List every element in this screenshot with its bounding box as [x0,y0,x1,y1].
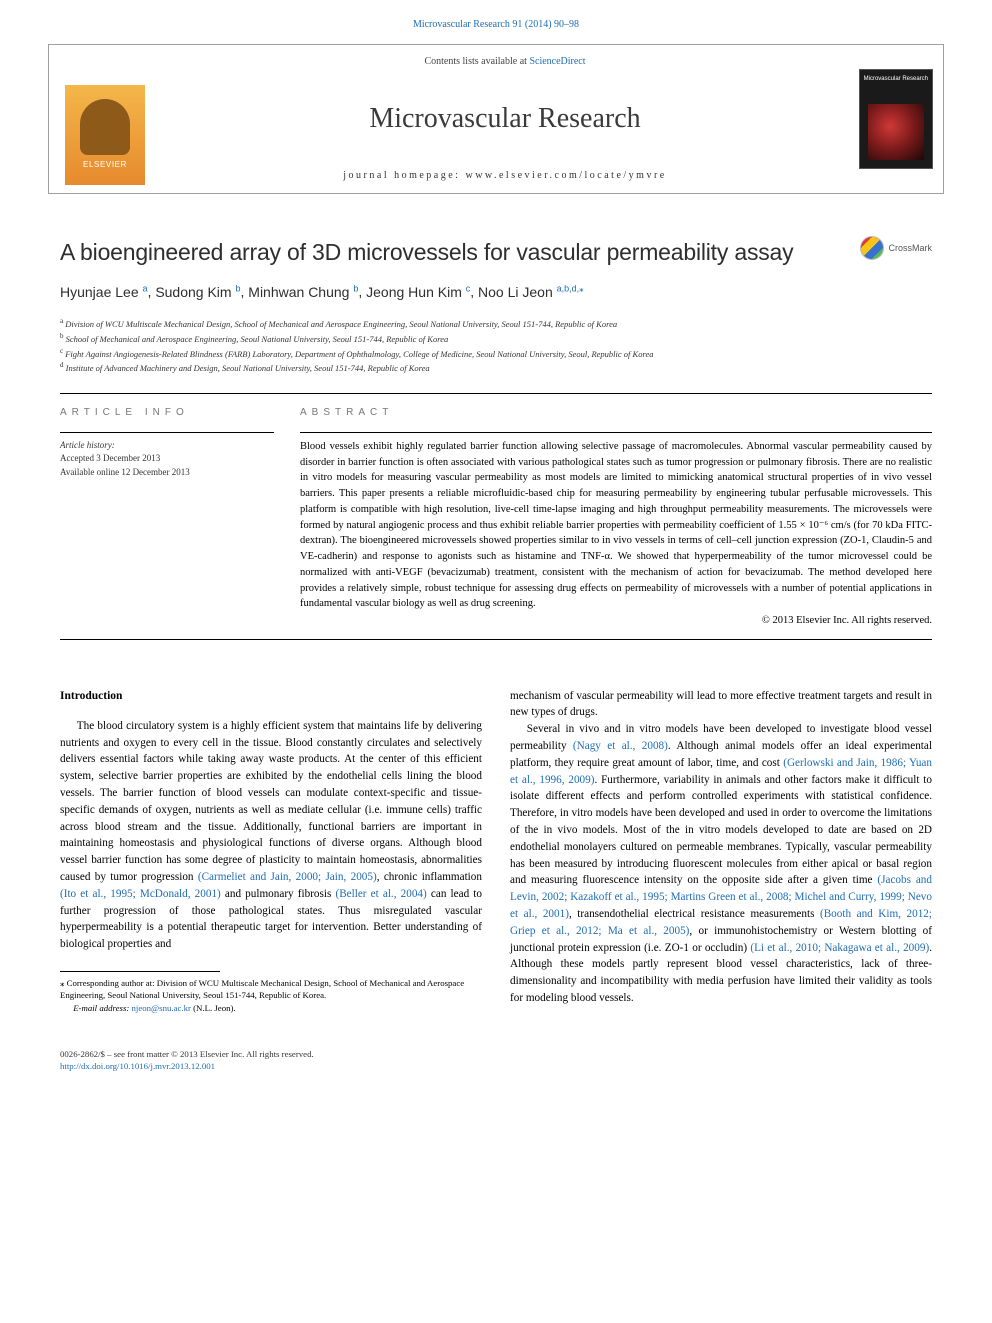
affiliation: b School of Mechanical and Aerospace Eng… [60,331,932,346]
article-title: A bioengineered array of 3D microvessels… [60,236,793,268]
crossmark-badge[interactable]: CrossMark [860,236,932,260]
affiliation: a Division of WCU Multiscale Mechanical … [60,316,932,331]
cover-title: Microvascular Research [864,76,928,83]
running-head-citation: 91 (2014) 90–98 [512,19,579,30]
contents-available: Contents lists available at ScienceDirec… [424,55,585,69]
cover-image: Microvascular Research [859,69,933,169]
body-paragraph: The blood circulatory system is a highly… [60,718,482,953]
cover-artwork [868,104,924,160]
abstract-heading: ABSTRACT [300,406,932,420]
doi-link[interactable]: http://dx.doi.org/10.1016/j.mvr.2013.12.… [60,1061,215,1071]
journal-header: ELSEVIER Contents lists available at Sci… [48,44,944,194]
corresponding-address: ⁎ Corresponding author at: Division of W… [60,977,482,1002]
sciencedirect-link[interactable]: ScienceDirect [529,56,585,67]
author[interactable]: Noo Li Jeon a,b,d,⁎ [478,284,584,300]
elsevier-tree-icon [80,99,130,155]
abstract-text: Blood vessels exhibit highly regulated b… [300,432,932,612]
author[interactable]: Hyunjae Lee a [60,284,148,300]
running-head: Microvascular Research 91 (2014) 90–98 [0,0,992,38]
corresponding-footnote: ⁎ Corresponding author at: Division of W… [60,977,482,1014]
affiliations: a Division of WCU Multiscale Mechanical … [60,316,932,374]
running-head-journal[interactable]: Microvascular Research [413,19,510,30]
journal-cover[interactable]: Microvascular Research [849,45,943,193]
affiliation: d Institute of Advanced Machinery and De… [60,360,932,375]
online-date: Available online 12 December 2013 [60,466,274,480]
article-history: Article history: Accepted 3 December 201… [60,432,274,480]
email-link[interactable]: njeon@snu.ac.kr [132,1003,191,1013]
accepted-date: Accepted 3 December 2013 [60,452,274,466]
abstract-copyright: © 2013 Elsevier Inc. All rights reserved… [300,614,932,629]
citation-link[interactable]: (Carmeliet and Jain, 2000; Jain, 2005) [198,871,377,883]
author[interactable]: Minhwan Chung b [248,284,358,300]
author[interactable]: Jeong Hun Kim c [366,284,470,300]
body-paragraph: Several in vivo and in vitro models have… [510,721,932,1007]
affiliation: c Fight Against Angiogenesis-Related Bli… [60,346,932,361]
publisher-logo[interactable]: ELSEVIER [49,45,161,193]
page-footer: 0026-2862/$ – see front matter © 2013 El… [0,1034,992,1093]
email-author: (N.L. Jeon). [191,1003,236,1013]
elsevier-logo: ELSEVIER [65,85,145,185]
crossmark-label: CrossMark [888,242,932,255]
header-center: Contents lists available at ScienceDirec… [161,45,849,193]
corresponding-star-icon: ⁎ [579,283,584,293]
homepage-url[interactable]: www.elsevier.com/locate/ymvre [465,170,666,181]
citation-link[interactable]: (Nagy et al., 2008) [573,740,668,752]
author[interactable]: Sudong Kim b [155,284,240,300]
body-column-left: Introduction The blood circulatory syste… [60,688,482,1014]
article-info-heading: ARTICLE INFO [60,406,274,420]
publisher-name: ELSEVIER [83,159,127,170]
history-label: Article history: [60,439,274,453]
body-paragraph: mechanism of vascular permeability will … [510,688,932,722]
divider [60,639,932,640]
body-column-right: mechanism of vascular permeability will … [510,688,932,1014]
article-info-column: ARTICLE INFO Article history: Accepted 3… [60,394,274,629]
crossmark-icon [860,236,884,260]
footnote-separator [60,971,220,972]
journal-name: Microvascular Research [369,99,640,138]
citation-link[interactable]: (Beller et al., 2004) [335,888,426,900]
issn-copyright: 0026-2862/$ – see front matter © 2013 El… [60,1048,932,1060]
author-list: Hyunjae Lee a, Sudong Kim b, Minhwan Chu… [60,282,932,302]
section-heading: Introduction [60,688,482,704]
citation-link[interactable]: (Li et al., 2010; Nakagawa et al., 2009) [750,942,929,954]
email-label: E-mail address: [73,1003,131,1013]
abstract-column: ABSTRACT Blood vessels exhibit highly re… [300,394,932,629]
journal-homepage: journal homepage: www.elsevier.com/locat… [343,169,666,183]
citation-link[interactable]: (Ito et al., 1995; McDonald, 2001) [60,888,221,900]
